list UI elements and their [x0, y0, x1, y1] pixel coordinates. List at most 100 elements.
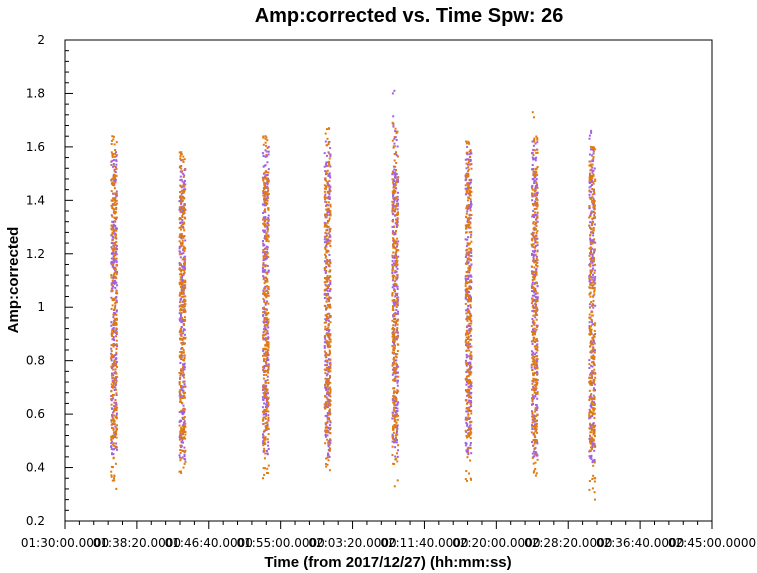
data-point: [325, 260, 328, 263]
data-point: [112, 326, 115, 329]
data-point: [395, 308, 398, 311]
data-point: [392, 341, 394, 343]
data-point: [111, 178, 114, 180]
data-point: [533, 373, 535, 376]
data-point: [536, 220, 539, 223]
data-point: [112, 263, 115, 266]
data-point: [534, 253, 537, 256]
data-point: [115, 318, 118, 321]
data-point: [532, 414, 535, 417]
data-point: [182, 289, 185, 292]
data-point: [178, 200, 181, 203]
data-point: [466, 292, 469, 295]
data-point: [328, 236, 331, 239]
data-point: [394, 370, 397, 373]
data-point: [262, 434, 265, 437]
data-point: [392, 330, 395, 333]
data-point: [589, 239, 592, 242]
data-point: [531, 290, 533, 293]
data-point: [589, 411, 592, 414]
data-point: [392, 181, 395, 184]
data-point: [110, 274, 113, 277]
data-point: [112, 435, 115, 438]
data-point: [110, 448, 113, 451]
data-point: [183, 185, 186, 188]
data-point: [534, 408, 537, 411]
data-point: [178, 411, 181, 413]
data-point: [530, 364, 533, 367]
data-point: [110, 474, 113, 477]
data-point: [392, 204, 395, 207]
data-point: [183, 174, 186, 177]
data-point: [469, 209, 472, 212]
data-point: [115, 427, 118, 430]
data-point: [264, 175, 267, 177]
data-point: [267, 427, 270, 430]
data-point: [262, 248, 265, 251]
data-point: [325, 340, 328, 343]
data-point: [531, 239, 534, 242]
data-point: [535, 361, 538, 364]
data-point: [395, 169, 397, 171]
data-point: [327, 441, 330, 444]
data-point: [466, 207, 469, 210]
data-point: [329, 375, 331, 377]
data-point: [114, 252, 117, 255]
data-point: [181, 219, 184, 222]
data-point: [532, 462, 535, 465]
data-point: [589, 425, 592, 428]
data-point: [464, 340, 467, 343]
data-point: [590, 429, 593, 431]
data-point: [392, 305, 394, 308]
data-point: [325, 170, 327, 173]
data-point: [536, 458, 539, 461]
data-point: [263, 306, 265, 309]
data-point: [325, 307, 328, 310]
data-point: [465, 231, 468, 234]
data-point: [183, 436, 186, 439]
data-point: [469, 181, 472, 184]
data-point: [265, 136, 268, 139]
data-point: [393, 153, 396, 155]
data-point: [465, 215, 467, 218]
data-point: [468, 258, 471, 261]
data-point: [326, 211, 329, 214]
data-point: [466, 170, 469, 173]
data-point: [328, 187, 331, 190]
data-point: [392, 401, 395, 404]
data-point: [464, 441, 467, 444]
data-point: [266, 272, 269, 275]
data-point: [180, 328, 183, 331]
data-point: [470, 322, 473, 325]
data-point: [324, 216, 327, 219]
data-point: [393, 417, 396, 420]
data-point: [396, 403, 399, 405]
data-point: [467, 182, 470, 185]
data-point: [393, 327, 396, 330]
data-point: [113, 242, 116, 245]
data-point: [328, 259, 331, 262]
data-point: [114, 258, 117, 261]
data-point: [113, 320, 116, 323]
data-point: [265, 389, 268, 392]
data-point: [267, 228, 269, 231]
data-point: [592, 232, 595, 234]
data-point: [325, 429, 328, 432]
data-point: [323, 190, 326, 193]
data-point: [393, 440, 396, 442]
data-point: [536, 138, 539, 141]
data-point: [593, 383, 596, 386]
data-point: [327, 292, 329, 295]
data-point: [468, 242, 471, 245]
data-point: [267, 150, 270, 153]
data-point: [263, 287, 266, 290]
data-point: [536, 300, 539, 302]
data-point: [593, 442, 596, 445]
data-point: [465, 206, 468, 209]
data-point: [590, 248, 593, 251]
data-point: [392, 283, 395, 286]
data-point: [393, 239, 396, 242]
data-point: [464, 378, 467, 381]
data-point: [593, 430, 596, 433]
data-point: [112, 385, 115, 388]
